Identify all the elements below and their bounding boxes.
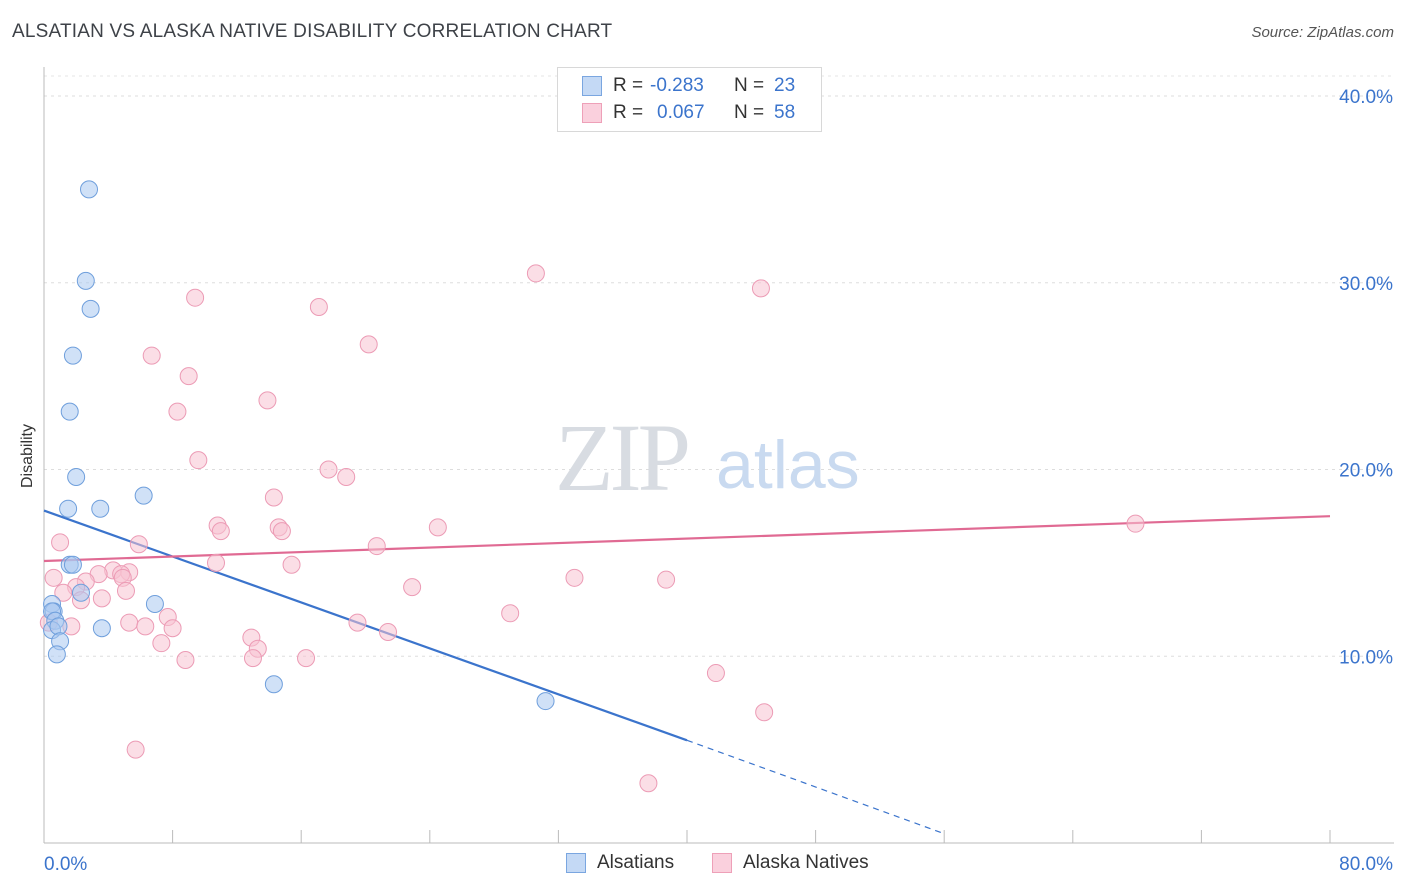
alsatian-point: [67, 467, 86, 486]
alaska-native-point: [657, 570, 676, 589]
alaska-native-point: [319, 460, 338, 479]
data-points: [39, 180, 1145, 793]
alaska-native-point: [129, 535, 148, 554]
alaska-native-point: [207, 553, 226, 572]
bottom-legend-swatch: [566, 853, 586, 873]
x-tick-label: 0.0%: [44, 854, 87, 875]
gridlines: [44, 75, 1394, 657]
legend-r-label: R =: [613, 75, 644, 96]
alaska-native-point: [136, 617, 155, 636]
alaska-native-point: [379, 622, 398, 641]
alaska-native-point: [706, 664, 725, 683]
stats-legend: R = -0.283 N = 23 R = 0.067 N = 58: [557, 67, 822, 132]
y-tick-label: 30.0%: [1339, 274, 1393, 295]
trend-lines: [43, 509, 1331, 835]
alaska-native-point: [152, 634, 171, 653]
alaska-native-point: [297, 649, 316, 668]
alaska-native-point: [428, 518, 447, 537]
alsatian-point: [92, 619, 111, 638]
watermark: ZIP atlas: [555, 404, 860, 511]
y-tick-label: 10.0%: [1339, 647, 1393, 668]
legend-n-value: 58: [774, 102, 796, 123]
alsatian-point: [60, 402, 79, 421]
alaska-native-point: [54, 583, 73, 602]
alaska-native-point: [565, 568, 584, 587]
y-tick-label: 20.0%: [1339, 461, 1393, 482]
alsatian-point: [63, 346, 82, 365]
y-tick-label: 40.0%: [1339, 87, 1393, 108]
alaska-native-point: [116, 581, 135, 600]
alsatian-point: [264, 675, 283, 694]
alaska-native-point: [186, 288, 205, 307]
alaska-native-point: [337, 467, 356, 486]
alaska-native-point: [243, 649, 262, 668]
alsatian-point: [49, 617, 68, 636]
alsatian-point: [47, 645, 66, 664]
axes: [43, 67, 1394, 844]
alsatian-point: [76, 271, 95, 290]
legend-r-value: 0.067: [657, 102, 705, 123]
alaska-native-point: [126, 740, 145, 759]
alaska-native-point: [501, 604, 520, 623]
alaska-native-point: [359, 335, 378, 354]
alsatian-point: [71, 583, 90, 602]
alaska-native-trend-line: [43, 515, 1331, 563]
alaska-native-point: [51, 533, 70, 552]
watermark-zip: ZIP: [555, 404, 688, 511]
alaska-native-point: [272, 522, 291, 541]
alaska-native-point: [189, 451, 208, 470]
alsatian-point: [145, 594, 164, 613]
legend-n-label: N =: [734, 102, 765, 123]
alaska-native-point: [751, 279, 770, 298]
bottom-legend-label: Alaska Natives: [743, 852, 869, 873]
alsatian-point: [91, 499, 110, 518]
alaska-native-point: [176, 650, 195, 669]
alaska-native-point: [258, 391, 277, 410]
alaska-native-point: [44, 568, 63, 587]
bottom-legend-swatch: [712, 853, 732, 873]
alaska-native-point: [1126, 514, 1145, 533]
legend-n-label: N =: [734, 75, 765, 96]
alaska-native-point: [92, 589, 111, 608]
alaska-native-point: [179, 367, 198, 386]
alaska-native-point: [367, 537, 386, 556]
y-axis-title: Disability: [19, 423, 36, 489]
legend-swatch-alsatians: [582, 76, 602, 96]
legend-r-label: R =: [613, 102, 644, 123]
alaska-native-point: [163, 619, 182, 638]
alsatian-point: [80, 180, 99, 199]
alaska-native-point: [639, 774, 658, 793]
legend-r-value: -0.283: [650, 75, 704, 96]
alaska-native-point: [348, 613, 367, 632]
alaska-native-point: [142, 346, 161, 365]
legend-swatch-alaska-natives: [582, 103, 602, 123]
alsatian-point: [63, 555, 82, 574]
legend-n-value: 23: [774, 75, 796, 96]
alaska-native-point: [403, 578, 422, 597]
alaska-native-point: [309, 298, 328, 317]
alsatian-trend-extension: [686, 739, 945, 835]
alaska-native-point: [168, 402, 187, 421]
alsatian-point: [59, 499, 78, 518]
source-label: Source: ZipAtlas.com: [1251, 24, 1394, 41]
x-tick-label: 80.0%: [1339, 854, 1393, 875]
alaska-native-point: [755, 703, 774, 722]
alsatian-point: [134, 486, 153, 505]
alaska-native-point: [120, 613, 139, 632]
alsatian-point: [536, 692, 555, 711]
chart-title: ALSATIAN VS ALASKA NATIVE DISABILITY COR…: [12, 21, 613, 42]
tick-labels: 10.0% 20.0% 30.0% 40.0% 0.0% 80.0%: [44, 87, 1393, 875]
bottom-legend-label: Alsatians: [597, 852, 675, 873]
alaska-native-point: [282, 555, 301, 574]
alaska-native-point: [211, 522, 230, 541]
alaska-native-point: [526, 264, 545, 283]
alaska-native-point: [264, 488, 283, 507]
watermark-atlas: atlas: [716, 427, 860, 503]
alsatian-point: [81, 299, 100, 318]
